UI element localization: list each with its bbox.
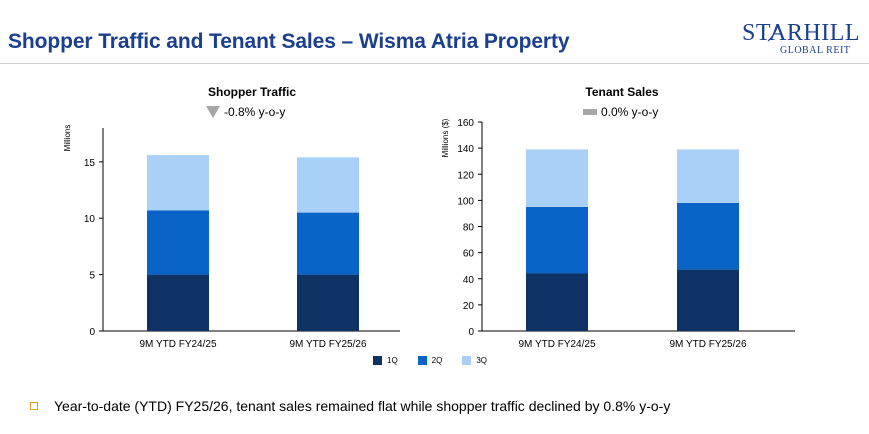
- bar-1q-1: [297, 274, 359, 331]
- bar-2q-0: [147, 210, 209, 275]
- legend-label-3q: 3Q: [476, 356, 488, 365]
- left-chart-title: Shopper Traffic: [207, 85, 296, 99]
- y-tick-label: 120: [457, 170, 474, 181]
- y-tick-label: 15: [84, 158, 96, 169]
- bar-1q-0: [526, 273, 588, 331]
- flat-bar-icon: [583, 109, 597, 115]
- bar-3q-1: [297, 157, 359, 213]
- shopper-traffic-chart: 0 5 10 15 Millions 9M YTD FY24/25 9M YTD FY25/…: [63, 125, 400, 350]
- header-divider: [0, 63, 869, 64]
- y-tick-label: 5: [89, 271, 95, 282]
- y-tick-label: 100: [457, 196, 474, 207]
- legend-swatch-1q: [373, 356, 382, 365]
- note-line: Year-to-date (YTD) FY25/26, tenant sales…: [30, 398, 670, 414]
- bar-2q-1: [297, 212, 359, 275]
- logo-name: STARHILL: [742, 20, 861, 46]
- starhill-logo: STARHILL GLOBAL REIT: [742, 20, 862, 62]
- x-tick-label: 9M YTD FY25/26: [669, 339, 747, 350]
- y-tick-label: 10: [84, 214, 96, 225]
- legend-swatch-2q: [417, 356, 427, 365]
- bar-3q-0: [147, 155, 209, 211]
- left-chart-change-text: -0.8% y-o-y: [224, 105, 286, 119]
- y-tick-label: 0: [468, 327, 474, 338]
- right-chart-title: Tenant Sales: [585, 85, 659, 99]
- chart-legend: 1Q 2Q 3Q: [373, 356, 507, 365]
- legend-swatch-3q: [462, 356, 472, 365]
- legend-label-2q: 2Q: [431, 356, 443, 365]
- x-tick-label: 9M YTD FY24/25: [139, 339, 217, 350]
- y-tick-label: 60: [463, 249, 475, 260]
- bar-1q-1: [677, 269, 739, 331]
- y-tick-label: 40: [463, 275, 475, 286]
- down-triangle-icon: [206, 106, 220, 118]
- bar-2q-0: [526, 206, 588, 274]
- y-axis-label: Millions ($): [441, 118, 450, 157]
- y-tick-label: 160: [457, 118, 474, 129]
- bar-3q-1: [677, 149, 739, 203]
- page-title: Shopper Traffic and Tenant Sales – Wisma…: [8, 30, 570, 53]
- bar-3q-0: [526, 149, 588, 207]
- square-bullet-icon: [30, 402, 38, 410]
- note-text: Year-to-date (YTD) FY25/26, tenant sales…: [54, 398, 671, 414]
- legend-item-1q: 1Q: [373, 356, 398, 365]
- y-tick-label: 20: [463, 301, 475, 312]
- y-tick-label: 80: [463, 223, 475, 234]
- legend-label-1q: 1Q: [387, 356, 398, 365]
- bar-2q-1: [677, 202, 739, 270]
- logo-swoosh-icon: [767, 24, 779, 42]
- left-chart-change: -0.8% y-o-y: [206, 105, 285, 119]
- y-tick-label: 0: [89, 327, 95, 338]
- x-tick-label: 9M YTD FY25/26: [289, 339, 367, 350]
- tenant-sales-chart: 0 20 40 60 80 100 120 140 160 Millions ($) 9M YTD …: [441, 118, 795, 350]
- logo-subtitle: GLOBAL REIT: [780, 45, 851, 56]
- right-chart-change-text: 0.0% y-o-y: [601, 105, 659, 119]
- legend-item-2q: 2Q: [417, 356, 443, 365]
- y-axis-label: Millions: [63, 125, 72, 152]
- right-chart-change: 0.0% y-o-y: [583, 105, 658, 119]
- legend-item-3q: 3Q: [462, 356, 487, 365]
- y-tick-label: 140: [457, 144, 474, 155]
- bar-1q-0: [147, 274, 209, 331]
- x-tick-label: 9M YTD FY24/25: [518, 339, 596, 350]
